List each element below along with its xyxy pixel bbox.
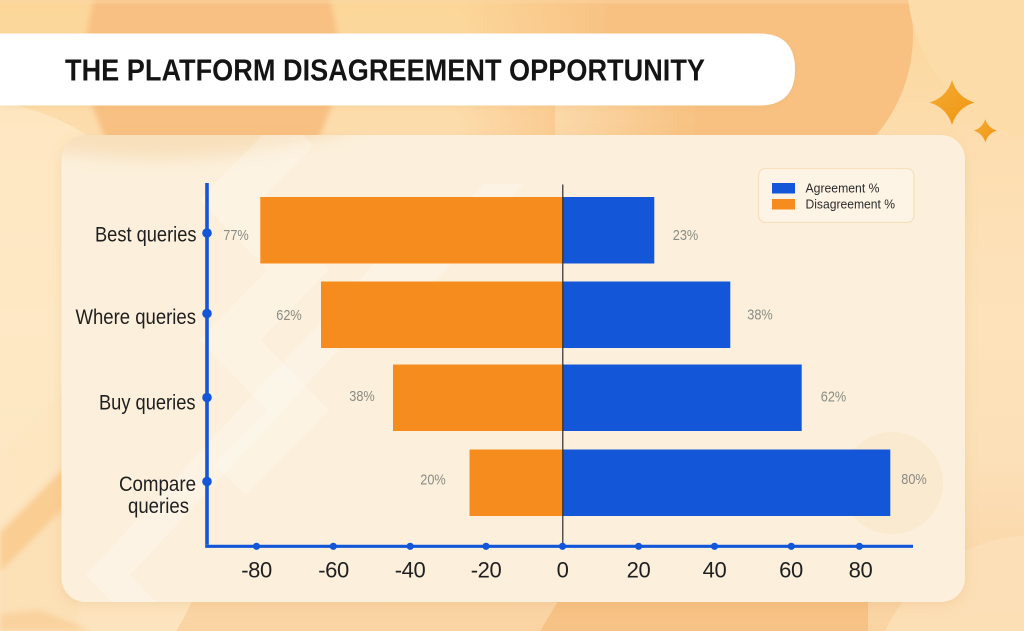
svg-text:THE PLATFORM DISAGREEMENT OPPO: THE PLATFORM DISAGREEMENT OPPORTUNITY <box>65 53 705 88</box>
svg-text:62%: 62% <box>821 389 847 406</box>
svg-text:Compare: Compare <box>119 473 196 496</box>
svg-text:38%: 38% <box>747 307 773 324</box>
svg-text:queries: queries <box>128 495 189 518</box>
svg-text:38%: 38% <box>349 388 375 405</box>
svg-text:62%: 62% <box>276 307 302 324</box>
svg-text:20: 20 <box>627 558 651 583</box>
svg-text:0: 0 <box>557 558 569 583</box>
svg-text:80: 80 <box>849 558 873 583</box>
svg-text:-20: -20 <box>471 558 502 583</box>
svg-text:Buy queries: Buy queries <box>99 392 196 415</box>
svg-text:Best queries: Best queries <box>95 224 197 247</box>
svg-text:-80: -80 <box>241 558 272 583</box>
svg-text:80%: 80% <box>901 471 927 488</box>
svg-text:60: 60 <box>779 558 803 583</box>
svg-text:40: 40 <box>703 558 727 583</box>
svg-text:23%: 23% <box>673 227 699 244</box>
svg-text:Disagreement %: Disagreement % <box>806 197 896 212</box>
svg-text:77%: 77% <box>223 227 249 244</box>
svg-text:Agreement %: Agreement % <box>806 181 880 196</box>
svg-text:-40: -40 <box>395 558 426 583</box>
svg-text:Where queries: Where queries <box>76 306 197 329</box>
svg-text:20%: 20% <box>420 472 446 489</box>
svg-text:-60: -60 <box>318 558 349 583</box>
